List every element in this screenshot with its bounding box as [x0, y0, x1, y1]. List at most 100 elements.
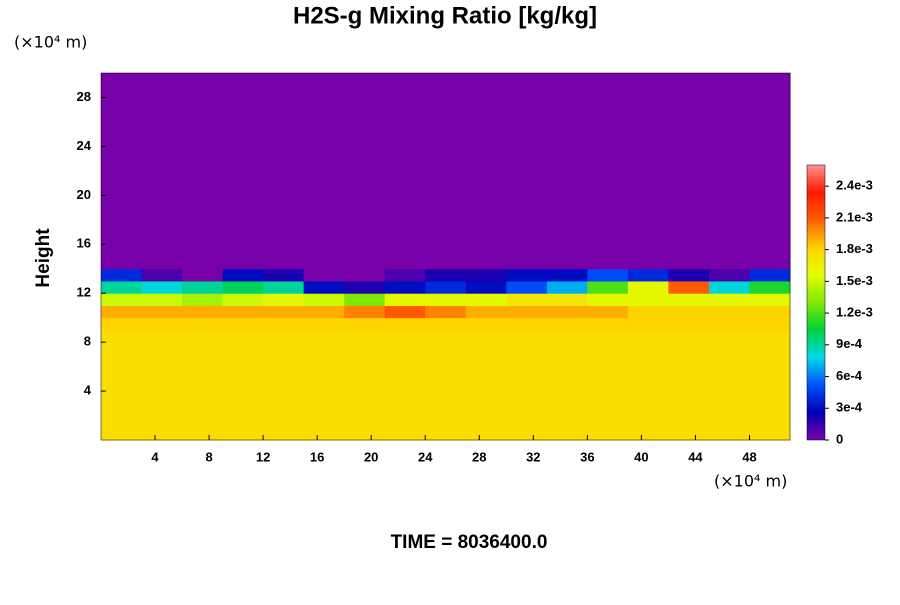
heatmap-cell	[668, 305, 710, 319]
heatmap-cell	[506, 305, 548, 319]
heatmap-cell	[222, 268, 264, 282]
heatmap-cell	[627, 305, 669, 319]
heatmap-cell	[627, 73, 669, 270]
heatmap-cell	[344, 329, 386, 441]
heatmap-cell	[263, 268, 305, 282]
heatmap-cell	[627, 317, 669, 331]
heatmap-cell	[222, 280, 264, 294]
heatmap-cell	[101, 280, 143, 294]
y-unit: (×10⁴ m)	[14, 33, 87, 52]
heatmap-cell	[587, 317, 629, 331]
heatmap-cell	[587, 293, 629, 306]
colorbar-tick-label: 3e-4	[836, 400, 863, 415]
heatmap-cell	[668, 317, 710, 331]
heatmap-cell	[384, 268, 426, 282]
colorbar-tick-label: 1.5e-3	[836, 273, 873, 288]
heatmap-cell	[384, 317, 426, 331]
colorbar-tick-label: 9e-4	[836, 336, 863, 351]
heatmap-cell	[303, 73, 345, 270]
heatmap-cell	[141, 317, 183, 331]
heatmap-cell	[627, 268, 669, 282]
heatmap-cell	[303, 329, 345, 441]
colorbar-tick-label: 1.8e-3	[836, 241, 873, 256]
x-tick-label: 28	[472, 449, 486, 464]
heatmap-cell	[506, 73, 548, 270]
heatmap-cell	[708, 329, 750, 441]
heatmap-cell	[668, 329, 710, 441]
heatmap-cell	[425, 329, 467, 441]
heatmap-cell	[344, 293, 386, 306]
heatmap-cell	[344, 305, 386, 319]
heatmap-cell	[425, 305, 467, 319]
y-tick-label: 16	[77, 236, 91, 251]
time-label: TIME = 8036400.0	[391, 532, 548, 553]
heatmap-cell	[668, 268, 710, 282]
x-tick-label: 44	[688, 449, 703, 464]
heatmap-cell	[384, 293, 426, 306]
heatmap-cell	[263, 293, 305, 306]
chart-title: H2S-g Mixing Ratio [kg/kg]	[293, 2, 597, 29]
heatmap-cell	[141, 305, 183, 319]
heatmap-cell	[425, 268, 467, 282]
heatmap-cell	[222, 305, 264, 319]
plot-frame	[100, 72, 791, 441]
heatmap-cell	[222, 329, 264, 441]
x-tick-label: 40	[634, 449, 648, 464]
heatmap-cell	[384, 305, 426, 319]
heatmap-cell	[708, 305, 750, 319]
y-axis-label: Height	[33, 228, 54, 288]
heatmap-cell	[546, 268, 588, 282]
heatmap-cell	[546, 73, 588, 270]
heatmap-cell	[708, 317, 750, 331]
heatmap-cell	[101, 317, 143, 331]
colorbar	[806, 164, 826, 441]
heatmap-cell	[749, 293, 791, 306]
heatmap-cell	[303, 268, 345, 282]
heatmap-cell	[668, 293, 710, 306]
x-tick-label: 4	[151, 449, 159, 464]
heatmap-cell	[587, 73, 629, 270]
heatmap-cell	[587, 305, 629, 319]
heatmap-cell	[546, 280, 588, 294]
x-tick-label: 12	[256, 449, 270, 464]
heatmap-cell	[465, 329, 507, 441]
heatmap-cell	[749, 329, 791, 441]
x-tick-label: 16	[310, 449, 324, 464]
heatmap-cell	[465, 73, 507, 270]
heatmap-cell	[506, 329, 548, 441]
heatmap-cell	[384, 329, 426, 441]
heatmap-cell	[627, 329, 669, 441]
x-tick-label: 32	[526, 449, 540, 464]
x-unit: (×10⁴ m)	[714, 472, 787, 491]
heatmap-cell	[425, 73, 467, 270]
heatmap-cell	[182, 280, 224, 294]
y-tick-label: 12	[77, 285, 91, 300]
heatmap-cell	[546, 293, 588, 306]
x-tick-label: 36	[580, 449, 594, 464]
heatmap-cell	[627, 293, 669, 306]
heatmap-cell	[303, 293, 345, 306]
heatmap-cell	[303, 305, 345, 319]
colorbar-tick-label: 0	[836, 431, 843, 446]
heatmap-cell	[546, 329, 588, 441]
heatmap-cell	[141, 73, 183, 270]
heatmap-cell	[344, 317, 386, 331]
heatmap-cell	[425, 317, 467, 331]
heatmap-cell	[303, 317, 345, 331]
heatmap-cell	[506, 280, 548, 294]
heatmap-cell	[182, 293, 224, 306]
heatmap-cell	[182, 317, 224, 331]
heatmap-cell	[263, 280, 305, 294]
y-tick-label: 28	[77, 89, 91, 104]
heatmap-cell	[141, 329, 183, 441]
heatmap-cell	[627, 280, 669, 294]
colorbar-tick-label: 6e-4	[836, 368, 863, 383]
heatmap-cell	[182, 268, 224, 282]
heatmap-cell	[182, 305, 224, 319]
colorbar-tick-label: 2.1e-3	[836, 209, 873, 224]
heatmap-cell	[384, 280, 426, 294]
x-tick-label: 20	[364, 449, 378, 464]
heatmap-cell	[263, 329, 305, 441]
y-tick-label: 4	[84, 383, 92, 398]
